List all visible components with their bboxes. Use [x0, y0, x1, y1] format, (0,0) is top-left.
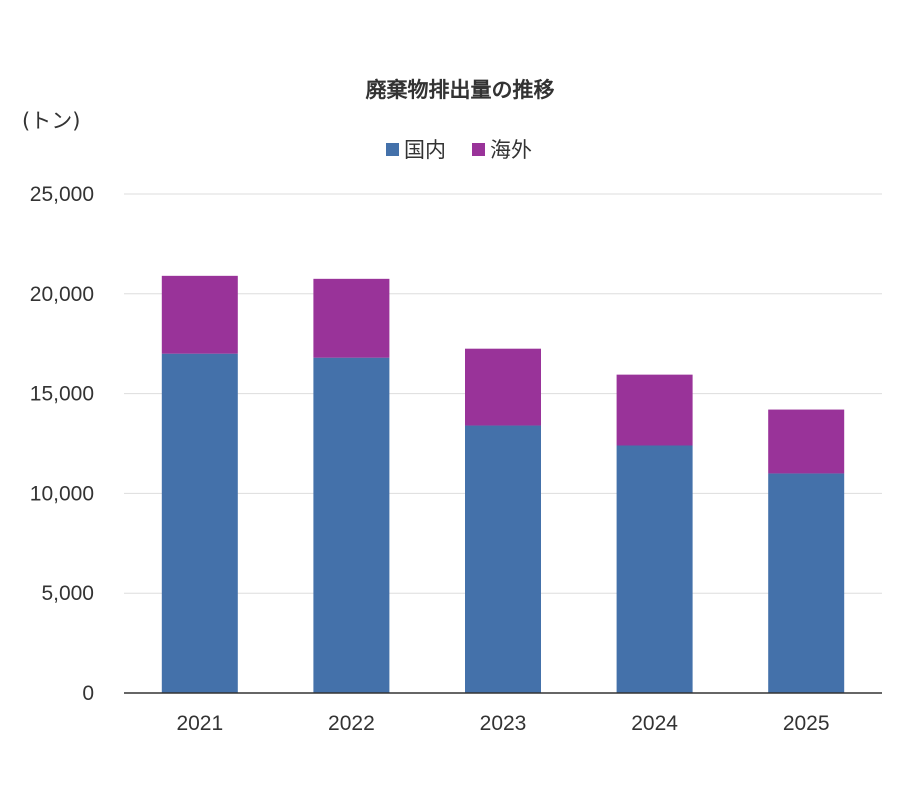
- y-tick-label: 5,000: [41, 582, 94, 605]
- legend: 国内 海外: [386, 138, 532, 162]
- y-tick-label: 20,000: [30, 283, 94, 306]
- y-tick-label: 10,000: [30, 482, 94, 505]
- x-tick-label: 2021: [176, 712, 223, 735]
- y-tick-label: 0: [82, 682, 94, 705]
- bar-2021-海外: [161, 275, 238, 354]
- x-tick-label: 2023: [480, 712, 527, 735]
- bar-2025-国内: [768, 473, 845, 693]
- bar-2021-国内: [161, 353, 238, 693]
- bar-2024-国内: [616, 445, 693, 693]
- bar-2022-国内: [313, 357, 390, 693]
- y-axis-tick-labels: 0 5,000 10,000 15,000 20,000 25,000: [30, 183, 94, 705]
- bars: [161, 275, 845, 693]
- chart-title: 廃棄物排出量の推移: [366, 78, 555, 102]
- bar-2023-国内: [465, 425, 541, 693]
- bar-2023-海外: [465, 348, 541, 426]
- legend-swatch-国内: [386, 143, 399, 156]
- y-tick-label: 25,000: [30, 183, 94, 206]
- x-tick-label: 2024: [631, 712, 678, 735]
- x-tick-label: 2022: [328, 712, 375, 735]
- bar-2024-海外: [616, 374, 693, 446]
- bar-2022-海外: [313, 278, 390, 358]
- y-axis-unit-label: (トン): [22, 109, 80, 133]
- x-tick-label: 2025: [783, 712, 830, 735]
- x-axis-tick-labels: 2021 2022 2023 2024 2025: [176, 712, 829, 735]
- legend-label: 海外: [490, 138, 532, 162]
- bar-2025-海外: [768, 409, 845, 474]
- legend-swatch-海外: [472, 143, 485, 156]
- legend-label: 国内: [404, 138, 446, 162]
- y-tick-label: 15,000: [30, 383, 94, 406]
